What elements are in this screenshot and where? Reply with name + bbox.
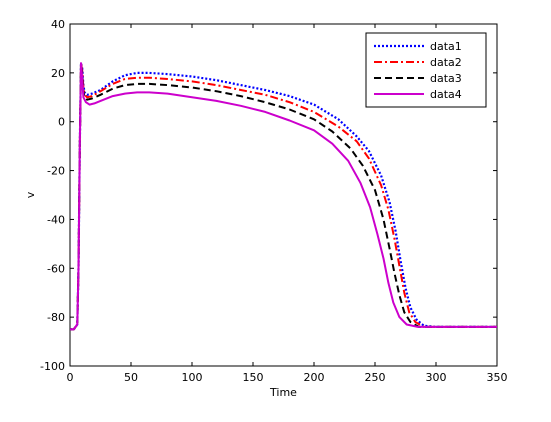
x-tick-label: 350	[487, 371, 508, 384]
y-tick-label: 40	[51, 18, 65, 31]
legend-box	[365, 32, 487, 108]
series-group	[70, 62, 497, 331]
legend-label-data3: data3	[430, 72, 462, 85]
y-tick-label: -20	[47, 165, 65, 178]
y-tick-label: -60	[47, 262, 65, 275]
y-axis-label: v	[24, 191, 37, 198]
legend-label-data1: data1	[430, 40, 462, 53]
y-tick-label: 20	[51, 67, 65, 80]
legend-label-data4: data4	[430, 88, 462, 101]
y-tick-label: -100	[40, 360, 65, 373]
x-tick-label: 150	[243, 371, 264, 384]
x-tick-label: 100	[182, 371, 203, 384]
y-tick-label: 0	[58, 116, 65, 129]
y-tick-label: -40	[47, 213, 65, 226]
x-tick-label: 0	[67, 371, 74, 384]
y-tick-label: -80	[47, 311, 65, 324]
series-line-data4	[70, 62, 497, 331]
ticks: 0 50 100 150 200 250 300 350 -100 -80 -60 -40 -20 0 20…	[40, 18, 507, 384]
x-tick-label: 200	[304, 371, 325, 384]
legend: data1 data2 data3 data4	[365, 32, 487, 108]
x-axis-label: Time	[269, 386, 297, 399]
x-tick-label: 300	[426, 371, 447, 384]
x-tick-label: 250	[365, 371, 386, 384]
x-tick-label: 50	[124, 371, 138, 384]
legend-label-data2: data2	[430, 56, 462, 69]
